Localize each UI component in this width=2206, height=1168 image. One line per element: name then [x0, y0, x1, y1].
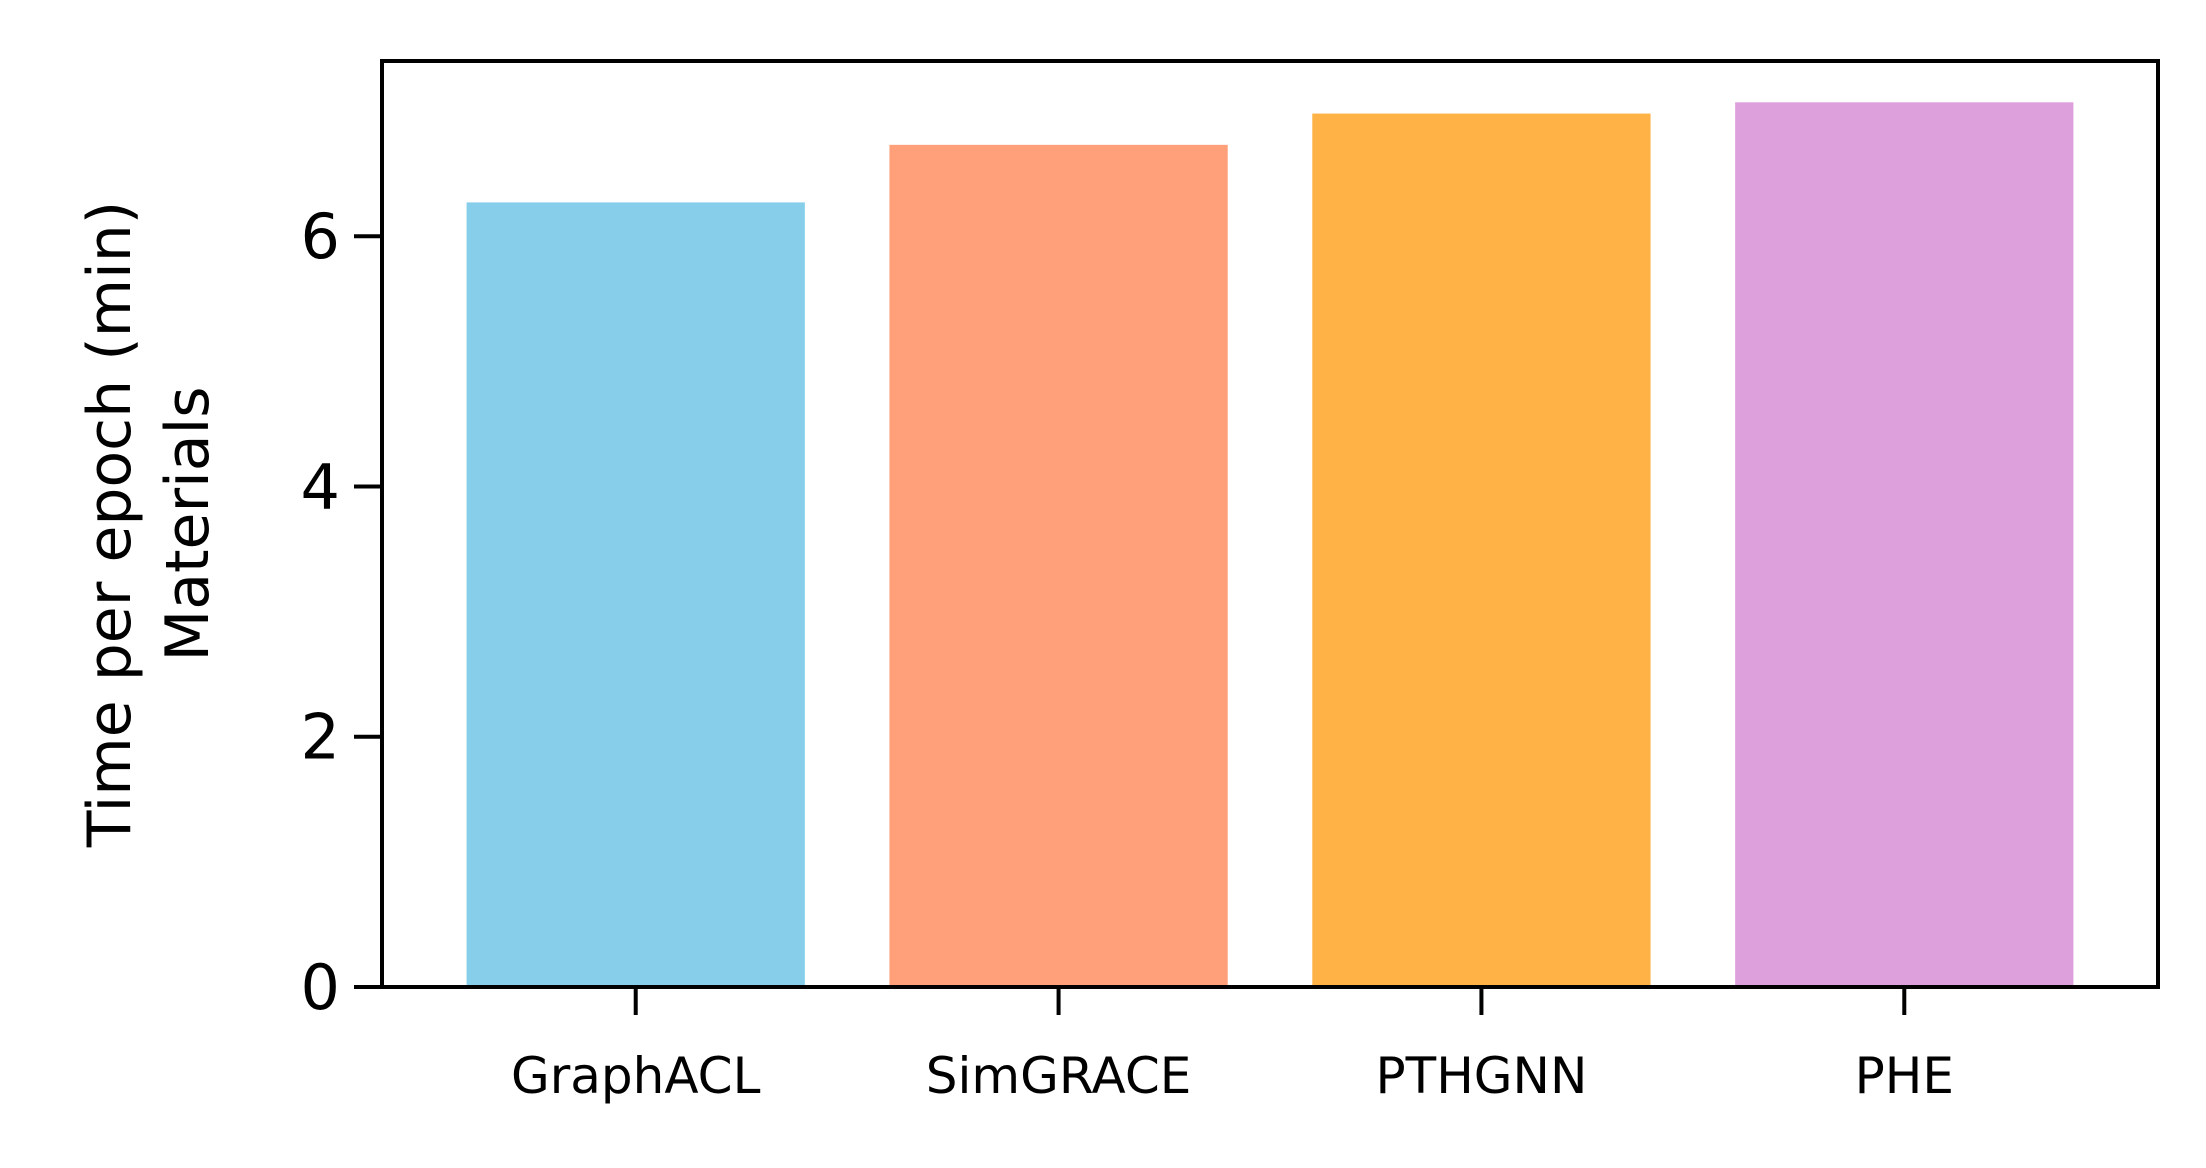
bar-graphacl — [466, 202, 805, 987]
bar-pthgnn — [1312, 113, 1651, 987]
bar-phe — [1735, 102, 2074, 987]
bars-layer — [466, 102, 2074, 987]
y-axis-label-line-2: Materials — [153, 386, 223, 661]
x-tick-label-simgrace: SimGRACE — [926, 1047, 1192, 1105]
bar-simgrace — [889, 144, 1228, 987]
y-tick-label-6: 6 — [301, 200, 340, 273]
y-axis-label-group: Time per epoch (min) Materials — [75, 201, 223, 848]
y-tick-label-2: 2 — [301, 701, 340, 774]
y-tick-label-0: 0 — [301, 951, 340, 1024]
x-tick-label-pthgnn: PTHGNN — [1376, 1047, 1588, 1105]
x-tick-label-phe: PHE — [1855, 1047, 1954, 1105]
x-tick-label-graphacl: GraphACL — [511, 1047, 761, 1105]
y-tick-label-4: 4 — [301, 450, 340, 523]
y-axis-label-line-1: Time per epoch (min) — [75, 201, 145, 848]
y-axis: 0 2 4 6 — [301, 200, 382, 1024]
plot-area-frame — [380, 59, 2160, 989]
x-axis: GraphACL SimGRACE PTHGNN PHE — [511, 987, 1954, 1105]
